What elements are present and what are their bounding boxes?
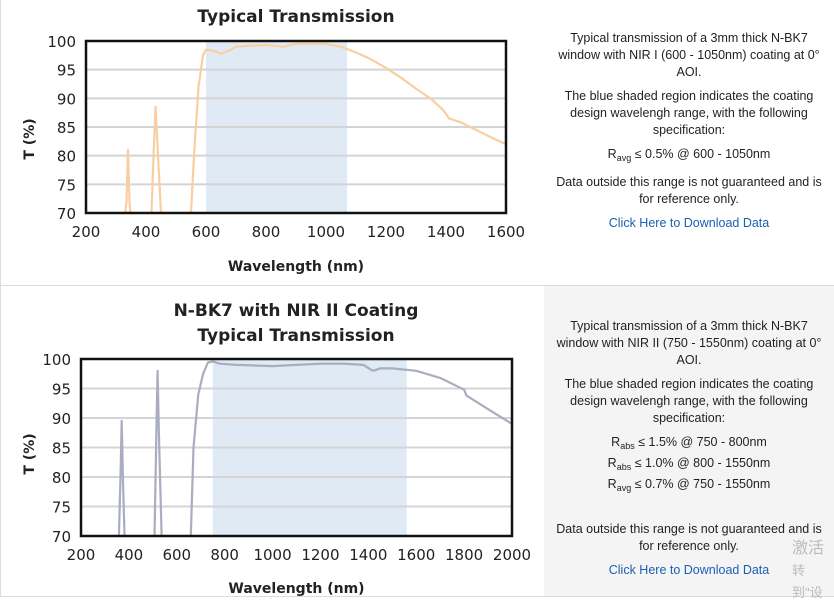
spec-subscript: abs: [616, 462, 632, 472]
x-tick-label: 1400: [427, 223, 465, 241]
x-tick-label: 200: [72, 223, 101, 241]
x-tick-label: 800: [252, 223, 281, 241]
y-tick-label: 90: [57, 90, 76, 108]
plot-frame: [79, 357, 514, 538]
description-panel-nir1: Typical transmission of a 3mm thick N-BK…: [544, 0, 834, 285]
x-tick-label: 1000: [307, 223, 345, 241]
spec-text: ≤ 1.0% @ 800 - 1550nm: [634, 456, 771, 470]
spec-line: Rabs ≤ 1.5% @ 750 - 800nm: [544, 434, 834, 455]
y-tick-label: 80: [52, 469, 71, 487]
description-panel-nir2: Typical transmission of a 3mm thick N-BK…: [544, 286, 834, 596]
plot-frame: [84, 39, 508, 215]
x-tick-label: 600: [192, 223, 221, 241]
y-tick-label: 100: [42, 351, 71, 369]
spec-subscript: avg: [616, 483, 632, 493]
transmission-series-line: [124, 42, 506, 213]
x-tick-label: 600: [162, 546, 191, 564]
download-data-link[interactable]: Click Here to Download Data: [608, 563, 770, 577]
chart-panel-nir2: 100 95 90 85 80 75 70 200 400 600 800 1000 1200 1400 1…: [0, 286, 545, 596]
x-tick-label: 800: [210, 546, 239, 564]
x-axis-label: Wavelength (nm): [228, 259, 364, 275]
spec-text: ≤ 1.5% @ 750 - 800nm: [638, 435, 767, 449]
x-tick-label: 1800: [445, 546, 483, 564]
chart-title: N-BK7 with NIR II Coating: [174, 301, 419, 321]
y-tick-label: 85: [52, 440, 71, 458]
chart-panel-nir1: 100 95 90 85 80 75 70 200 400 600 800 1000 1200 1400 1…: [0, 0, 545, 285]
x-tick-label: 1200: [301, 546, 339, 564]
y-tick-label: 80: [57, 148, 76, 166]
spec-line: Ravg ≤ 0.7% @ 750 - 1550nm: [544, 476, 834, 497]
x-tick-label: 400: [132, 223, 161, 241]
y-tick-label: 70: [57, 205, 76, 223]
y-tick-label: 75: [52, 499, 71, 517]
x-tick-label: 200: [67, 546, 96, 564]
x-tick-label: 1000: [253, 546, 291, 564]
x-tick-label: 400: [115, 546, 144, 564]
y-tick-label: 85: [57, 119, 76, 137]
spec-text: ≤ 0.7% @ 750 - 1550nm: [634, 477, 771, 491]
y-tick-label: 95: [57, 62, 76, 80]
disclaimer: Data outside this range is not guarantee…: [556, 522, 822, 553]
x-tick-label: 2000: [493, 546, 531, 564]
chart-row-nir1: 100 95 90 85 80 75 70 200 400 600 800 1000 1200 1400 1…: [0, 0, 834, 286]
spec-subscript: avg: [616, 153, 632, 163]
spec-symbol: R: [611, 435, 621, 449]
chart-title: Typical Transmission: [197, 7, 394, 27]
watermark-line: 转到"设: [792, 563, 823, 600]
chart-row-nir2: 100 95 90 85 80 75 70 200 400 600 800 1000 1200 1400 1…: [0, 286, 834, 600]
x-tick-label: 1200: [367, 223, 405, 241]
spec-text: ≤ 0.5% @ 600 - 1050nm: [634, 147, 771, 161]
y-tick-label: 95: [52, 381, 71, 399]
transmission-series-line: [117, 360, 512, 536]
spec-symbol: R: [607, 456, 617, 470]
x-tick-label: 1400: [349, 546, 387, 564]
shade-note: The blue shaded region indicates the coa…: [564, 89, 814, 137]
spec-symbol: R: [607, 477, 617, 491]
spec-subscript: abs: [620, 441, 635, 451]
activation-watermark: 激活 转到"设: [792, 538, 834, 604]
y-tick-label: 100: [47, 33, 76, 51]
spec-line: Ravg ≤ 0.5% @ 600 - 1050nm: [544, 146, 834, 167]
y-tick-label: 70: [52, 528, 71, 546]
spec-symbol: R: [607, 147, 617, 161]
shade-note: The blue shaded region indicates the coa…: [564, 377, 814, 425]
y-axis-label: T (%): [22, 433, 38, 474]
description-text: Typical transmission of a 3mm thick N-BK…: [558, 31, 820, 79]
y-axis-label: T (%): [22, 118, 38, 159]
x-tick-label: 1600: [397, 546, 435, 564]
download-data-link[interactable]: Click Here to Download Data: [608, 216, 770, 230]
chart-subtitle: Typical Transmission: [197, 326, 394, 346]
spec-line: Rabs ≤ 1.0% @ 800 - 1550nm: [544, 455, 834, 476]
y-tick-label: 75: [57, 176, 76, 194]
description-text: Typical transmission of a 3mm thick N-BK…: [556, 319, 822, 367]
y-tick-label: 90: [52, 410, 71, 428]
x-tick-label: 1600: [487, 223, 525, 241]
watermark-line: 激活: [792, 540, 825, 557]
disclaimer: Data outside this range is not guarantee…: [556, 175, 822, 206]
